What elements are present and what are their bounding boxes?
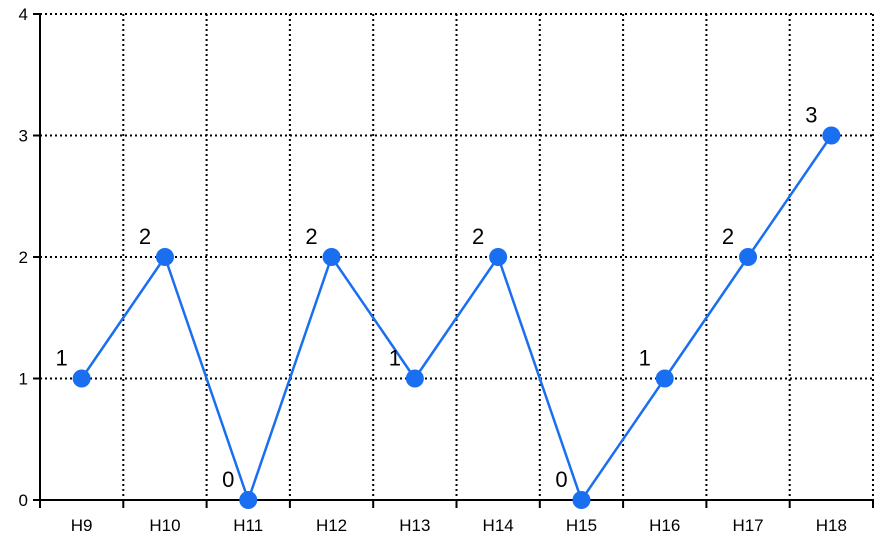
data-label: 1 xyxy=(639,346,651,371)
data-label: 2 xyxy=(722,224,734,249)
x-tick-label: H15 xyxy=(566,516,597,535)
data-point xyxy=(72,369,91,388)
x-tick-label: H16 xyxy=(649,516,680,535)
series-line-group xyxy=(72,126,841,509)
y-tick-label: 0 xyxy=(19,491,28,510)
data-label: 3 xyxy=(805,103,817,128)
data-label: 2 xyxy=(139,224,151,249)
y-tick-label: 4 xyxy=(19,5,28,24)
x-tick-label: H17 xyxy=(732,516,763,535)
data-label: 0 xyxy=(222,467,234,492)
x-tick-label: H14 xyxy=(483,516,514,535)
data-point xyxy=(489,248,508,266)
data-point xyxy=(655,369,674,388)
grid xyxy=(40,13,874,500)
x-tick-label: H12 xyxy=(316,516,347,535)
labels: 0 1 2 3 4 H9 H10 H11 H12 H13 H14 H15 H16 H17 H18 1 2 0 2 1 2… xyxy=(19,5,847,535)
axes xyxy=(33,13,874,508)
data-label: 1 xyxy=(389,346,401,371)
x-tick-label: H9 xyxy=(71,516,93,535)
data-label: 0 xyxy=(555,467,567,492)
data-label: 2 xyxy=(305,224,317,249)
x-tick-label: H18 xyxy=(816,516,847,535)
data-label: 1 xyxy=(56,346,68,371)
y-tick-label: 3 xyxy=(19,127,28,146)
data-point xyxy=(822,126,841,145)
data-point xyxy=(739,248,758,266)
data-point xyxy=(155,248,174,266)
x-tick-label: H11 xyxy=(233,516,263,535)
data-point xyxy=(572,491,591,509)
series-line xyxy=(80,134,833,504)
y-tick-label: 1 xyxy=(19,370,28,389)
y-tick-label: 2 xyxy=(19,248,28,267)
x-tick-label: H13 xyxy=(399,516,430,535)
data-point xyxy=(405,369,424,388)
data-point xyxy=(322,248,341,266)
data-point xyxy=(239,491,258,509)
data-label: 2 xyxy=(472,224,484,249)
x-tick-label: H10 xyxy=(149,516,180,535)
